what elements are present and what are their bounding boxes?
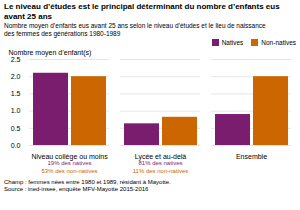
- svg-text:Nombre moyen d’enfant(s): Nombre moyen d’enfant(s): [9, 49, 92, 57]
- svg-text:0.5: 0.5: [11, 124, 21, 131]
- html-text:Le niveau d’études est le prin: Le niveau d’études est le principal déte…: [4, 2, 280, 21]
- svg-text:1.0: 1.0: [11, 107, 21, 114]
- html-text:Non-natives: Non-natives: [261, 38, 296, 46]
- svg-text:81% des natives: 81% des natives: [138, 159, 182, 165]
- svg-text:53% des non-natives: 53% des non-natives: [41, 167, 97, 173]
- html-text:Source : ined-insee, enquête M: Source : ined-insee, enquête MFV-Mayotte…: [4, 185, 149, 192]
- svg-text:Ensemble: Ensemble: [236, 153, 267, 160]
- html-text:Natives: Natives: [221, 38, 244, 46]
- svg-text:2.5: 2.5: [11, 55, 21, 62]
- svg-text:Lycée et au-delà: Lycée et au-delà: [134, 153, 187, 161]
- svg-text:11% des non-natives: 11% des non-natives: [133, 167, 189, 173]
- svg-text:2.0: 2.0: [11, 73, 21, 80]
- html-text:Champ : femmes nées entre 1980: Champ : femmes nées entre 1980 et 1989, …: [4, 178, 171, 185]
- svg-text:19% des natives: 19% des natives: [47, 159, 91, 165]
- svg-text:0.0: 0.0: [11, 141, 21, 148]
- html-text:Nombre moyen d’enfants eus ava: Nombre moyen d’enfants eus avant 25 ans …: [4, 22, 266, 37]
- svg-text:1.5: 1.5: [11, 90, 21, 97]
- svg-text:Niveau collège ou moins: Niveau collège ou moins: [31, 153, 108, 161]
